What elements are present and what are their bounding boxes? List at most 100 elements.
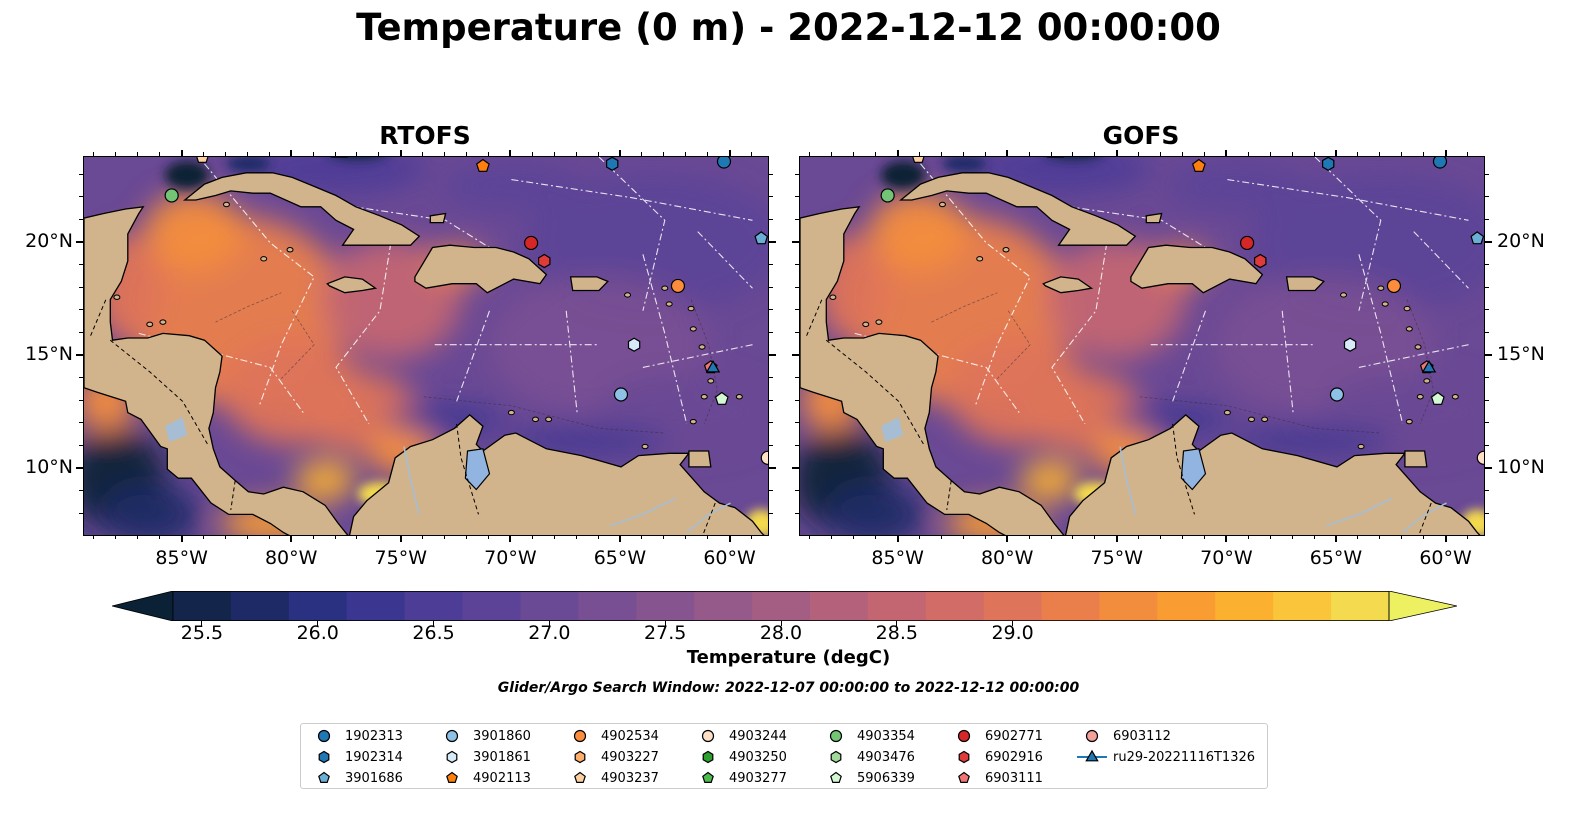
colorbar-extend-low <box>112 591 174 621</box>
lon-tick-mark <box>115 152 117 156</box>
legend-marker-circle-icon <box>1085 729 1099 743</box>
lon-tick-mark <box>1225 535 1228 542</box>
colorbar-segment <box>173 591 232 621</box>
legend-pentagon-icon <box>958 771 970 783</box>
colorbar-tick-mark <box>896 621 898 626</box>
lon-tick-mark <box>831 152 833 156</box>
lon-tick-mark <box>487 535 489 539</box>
lon-tick-mark <box>203 535 205 539</box>
colorbar-tick-label: 29.0 <box>991 622 1034 644</box>
lat-tick-mark <box>795 445 799 447</box>
lon-tick-mark <box>1444 150 1447 157</box>
lon-tick-mark <box>919 152 921 156</box>
legend-entry: 4903250 <box>691 747 787 767</box>
lon-tick-mark <box>1182 152 1184 156</box>
lat-tick-mark <box>795 490 799 492</box>
legend-entry: 4903354 <box>819 726 915 746</box>
colorbar-tick-mark <box>1012 621 1014 626</box>
legend-pentagon-icon <box>830 771 842 783</box>
colorbar-segment <box>1157 591 1216 621</box>
colorbar-segment <box>983 591 1043 621</box>
lon-tick-mark <box>809 152 811 156</box>
lat-tick-mark <box>769 467 776 470</box>
legend-hexagon-icon <box>830 750 842 764</box>
lat-tick-mark <box>769 422 773 424</box>
lon-tick-mark <box>831 535 833 539</box>
lat-tick-mark <box>79 445 83 447</box>
colorbar-segment <box>404 591 464 621</box>
lon-tick-mark <box>290 150 293 157</box>
marker-6902916 <box>1254 253 1267 269</box>
lat-tick-mark <box>795 512 799 514</box>
colorbar-tick-label: 27.5 <box>644 622 687 644</box>
lon-tick-mark <box>1160 152 1162 156</box>
lon-tick-label: 70°W <box>484 547 537 569</box>
marker-3901686 <box>1470 231 1484 245</box>
lon-tick-mark <box>875 152 877 156</box>
lon-tick-mark <box>224 535 226 539</box>
lon-tick-mark <box>422 152 424 156</box>
legend-label: 6903111 <box>985 770 1043 786</box>
legend-label: 4903277 <box>729 770 787 786</box>
lon-tick-mark <box>531 535 533 539</box>
lon-tick-mark <box>728 150 731 157</box>
lon-tick-mark <box>1379 152 1381 156</box>
lon-tick-mark <box>180 535 183 542</box>
lat-tick-mark <box>769 399 773 401</box>
legend-marker-triangle-line-icon <box>1077 749 1107 762</box>
lat-tick-mark <box>795 377 799 379</box>
lat-tick-mark <box>76 467 83 470</box>
lon-tick-mark <box>1115 150 1118 157</box>
legend-entry: 4903244 <box>691 726 787 746</box>
colorbar-segment <box>230 591 290 621</box>
legend-marker-pentagon-icon <box>446 771 458 783</box>
lat-tick-mark <box>76 354 83 357</box>
lon-tick-mark <box>962 535 964 539</box>
legend-label: 4903227 <box>601 749 659 765</box>
lat-tick-mark <box>1485 331 1489 333</box>
legend-label: 4902534 <box>601 728 659 744</box>
legend-pentagon-icon <box>574 771 586 783</box>
lon-tick-mark <box>663 535 665 539</box>
legend-label: 4902113 <box>473 770 531 786</box>
lon-tick-mark <box>246 152 248 156</box>
legend-label: 3901861 <box>473 749 531 765</box>
legend-marker-circle-icon <box>701 729 715 743</box>
marker-3901861 <box>627 337 641 352</box>
lat-tick-mark <box>769 173 773 175</box>
marker-4903237 <box>196 157 209 163</box>
colorbar-segment <box>520 591 579 621</box>
colorbar-segment <box>752 591 811 621</box>
lon-tick-mark <box>1072 152 1074 156</box>
lat-tick-mark <box>79 173 83 175</box>
lat-tick-mark <box>79 331 83 333</box>
lat-tick-mark <box>769 309 773 311</box>
marker-3901861 <box>1343 337 1357 352</box>
lon-tick-mark <box>1028 152 1030 156</box>
legend-circle-icon <box>957 729 971 743</box>
marker-5906339 <box>714 391 729 405</box>
colorbar-tick-mark <box>548 621 550 626</box>
lat-tick-mark <box>79 490 83 492</box>
marker-6902771 <box>1240 235 1255 251</box>
lon-tick-label: 60°W <box>1419 547 1472 569</box>
lon-tick-mark <box>853 152 855 156</box>
legend-label: 5906339 <box>857 770 915 786</box>
figure-title: Temperature (0 m) - 2022-12-12 00:00:00 <box>356 6 1221 49</box>
lat-tick-mark <box>795 309 799 311</box>
colorbar-segment <box>462 591 521 621</box>
lat-tick-mark <box>79 422 83 424</box>
lon-tick-mark <box>707 535 709 539</box>
lon-tick-mark <box>1247 152 1249 156</box>
lon-tick-mark <box>509 150 512 157</box>
lat-tick-mark <box>769 512 773 514</box>
legend-label: 4903476 <box>857 749 915 765</box>
lat-tick-mark <box>1485 240 1492 243</box>
legend-marker-hexagon-icon <box>702 750 714 764</box>
lon-tick-mark <box>466 535 468 539</box>
lon-tick-label: 60°W <box>703 547 756 569</box>
lon-tick-label: 85°W <box>871 547 924 569</box>
lon-tick-mark <box>1466 152 1468 156</box>
lon-tick-mark <box>1291 535 1293 539</box>
colorbar-tick-label: 26.5 <box>412 622 455 644</box>
